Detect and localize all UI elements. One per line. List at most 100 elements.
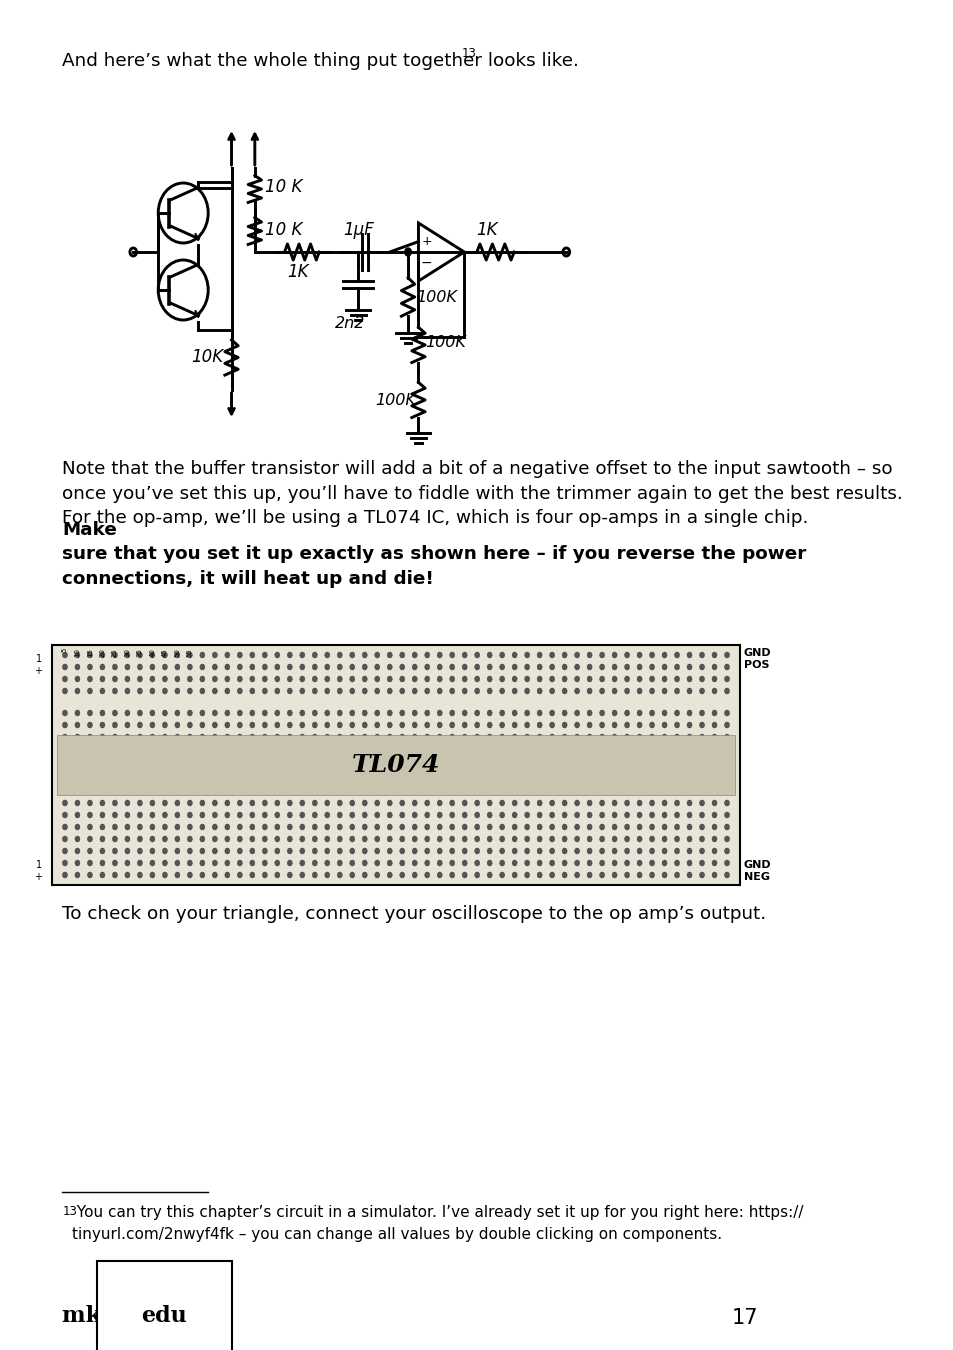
- Circle shape: [512, 872, 517, 878]
- Circle shape: [237, 734, 242, 740]
- Text: GND: GND: [743, 648, 770, 657]
- Circle shape: [150, 752, 154, 757]
- Circle shape: [711, 757, 717, 764]
- Circle shape: [499, 848, 504, 855]
- Circle shape: [162, 664, 167, 670]
- Circle shape: [88, 836, 92, 842]
- Circle shape: [449, 652, 455, 657]
- Circle shape: [213, 811, 217, 818]
- Circle shape: [112, 722, 117, 728]
- Circle shape: [262, 652, 267, 657]
- Circle shape: [574, 710, 579, 716]
- Circle shape: [375, 664, 379, 670]
- Circle shape: [686, 722, 691, 728]
- Circle shape: [461, 710, 467, 716]
- Circle shape: [699, 801, 704, 806]
- Circle shape: [375, 764, 379, 769]
- Circle shape: [324, 747, 330, 752]
- Circle shape: [512, 776, 517, 782]
- Circle shape: [686, 747, 691, 752]
- Circle shape: [250, 776, 254, 782]
- Circle shape: [537, 824, 541, 830]
- Circle shape: [612, 848, 617, 855]
- Circle shape: [387, 836, 392, 842]
- Circle shape: [299, 872, 304, 878]
- Circle shape: [537, 722, 541, 728]
- Circle shape: [100, 836, 105, 842]
- Circle shape: [250, 872, 254, 878]
- Circle shape: [723, 769, 729, 776]
- Circle shape: [88, 688, 92, 694]
- Circle shape: [661, 824, 666, 830]
- Circle shape: [649, 811, 654, 818]
- Circle shape: [150, 764, 154, 769]
- Text: edu: edu: [141, 1305, 187, 1327]
- Circle shape: [436, 801, 442, 806]
- Circle shape: [137, 722, 142, 728]
- Circle shape: [686, 676, 691, 682]
- Circle shape: [387, 652, 392, 657]
- Circle shape: [225, 848, 230, 855]
- Circle shape: [624, 722, 629, 728]
- Circle shape: [250, 652, 254, 657]
- Circle shape: [711, 860, 717, 865]
- Circle shape: [487, 757, 492, 764]
- Circle shape: [599, 872, 604, 878]
- Circle shape: [624, 769, 629, 776]
- Circle shape: [287, 872, 292, 878]
- Circle shape: [200, 747, 205, 752]
- Circle shape: [187, 676, 193, 682]
- Circle shape: [524, 811, 529, 818]
- Circle shape: [699, 836, 704, 842]
- Circle shape: [661, 788, 666, 794]
- Text: 13: 13: [62, 1206, 77, 1218]
- Circle shape: [561, 769, 566, 776]
- Circle shape: [362, 676, 367, 682]
- Circle shape: [475, 811, 479, 818]
- Circle shape: [362, 769, 367, 776]
- Text: 1μF: 1μF: [343, 221, 374, 239]
- Circle shape: [549, 764, 554, 769]
- Circle shape: [424, 788, 429, 794]
- Circle shape: [436, 860, 442, 865]
- Circle shape: [237, 848, 242, 855]
- Circle shape: [475, 752, 479, 757]
- Circle shape: [674, 788, 679, 794]
- Circle shape: [350, 734, 355, 740]
- Circle shape: [200, 752, 205, 757]
- Circle shape: [674, 811, 679, 818]
- Circle shape: [637, 652, 641, 657]
- Circle shape: [125, 676, 130, 682]
- Circle shape: [213, 764, 217, 769]
- Circle shape: [487, 824, 492, 830]
- Circle shape: [524, 710, 529, 716]
- Circle shape: [312, 788, 317, 794]
- Circle shape: [262, 801, 267, 806]
- Circle shape: [375, 652, 379, 657]
- Circle shape: [424, 764, 429, 769]
- Circle shape: [512, 788, 517, 794]
- Circle shape: [686, 776, 691, 782]
- Circle shape: [449, 788, 455, 794]
- Circle shape: [150, 811, 154, 818]
- Circle shape: [549, 688, 554, 694]
- Circle shape: [287, 734, 292, 740]
- Circle shape: [100, 872, 105, 878]
- Circle shape: [187, 769, 193, 776]
- Circle shape: [487, 752, 492, 757]
- Circle shape: [612, 824, 617, 830]
- Circle shape: [412, 676, 416, 682]
- Circle shape: [174, 801, 180, 806]
- Circle shape: [549, 776, 554, 782]
- Text: 100K: 100K: [375, 393, 416, 408]
- Circle shape: [586, 722, 592, 728]
- Circle shape: [475, 788, 479, 794]
- Circle shape: [674, 801, 679, 806]
- Circle shape: [436, 757, 442, 764]
- Circle shape: [561, 872, 566, 878]
- Circle shape: [475, 860, 479, 865]
- Circle shape: [250, 836, 254, 842]
- Circle shape: [312, 710, 317, 716]
- Circle shape: [475, 836, 479, 842]
- Circle shape: [549, 836, 554, 842]
